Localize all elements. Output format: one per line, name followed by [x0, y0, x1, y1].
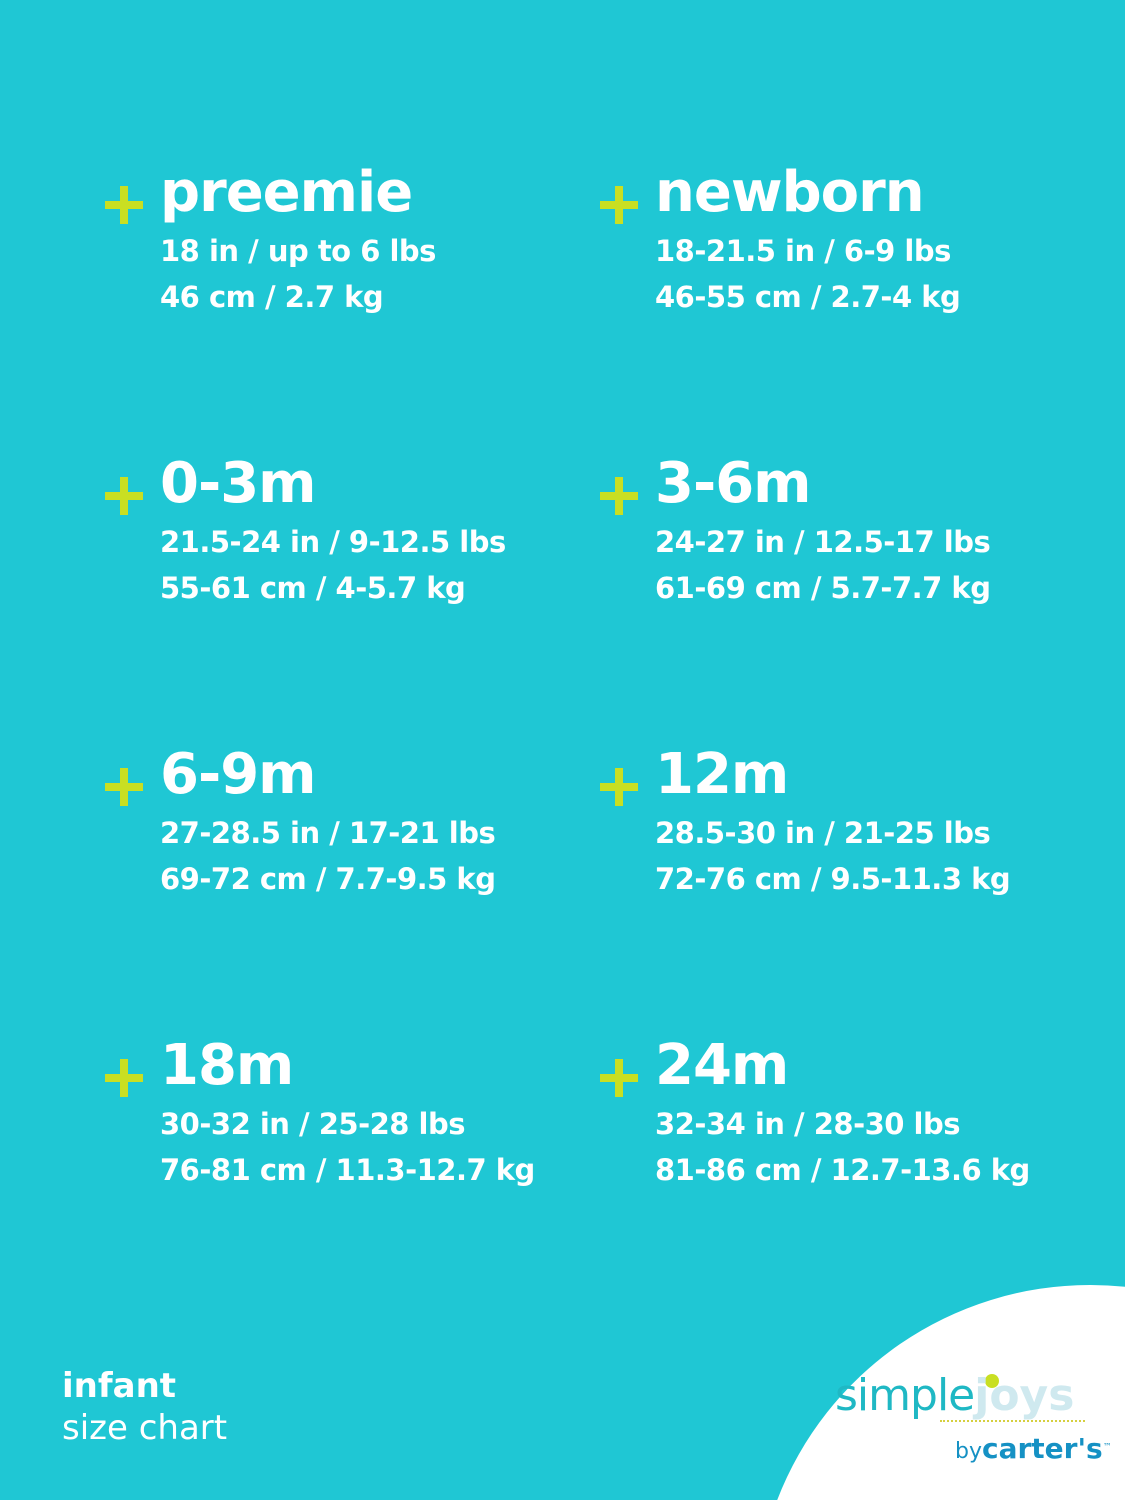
size-label: newborn — [655, 160, 925, 225]
size-label: 6-9m — [160, 742, 317, 807]
size-label: 3-6m — [655, 451, 812, 516]
size-label: 0-3m — [160, 451, 317, 516]
size-label: 24m — [655, 1033, 789, 1098]
chart-caption: infant size chart — [62, 1366, 227, 1450]
size-metric: 46 cm / 2.7 kg — [160, 280, 384, 314]
logo-badge — [777, 1285, 1125, 1500]
size-metric: 76-81 cm / 11.3-12.7 kg — [160, 1153, 535, 1187]
plus-icon — [105, 477, 143, 515]
logo-by-carters: bycarter's™ — [955, 1432, 1112, 1465]
size-imperial: 28.5-30 in / 21-25 lbs — [655, 816, 991, 850]
plus-icon — [600, 477, 638, 515]
plus-icon — [600, 768, 638, 806]
logo-tm: ™ — [1102, 1442, 1112, 1453]
logo-dots — [940, 1420, 1085, 1422]
logo-simple: simple — [835, 1370, 975, 1421]
size-metric: 81-86 cm / 12.7-13.6 kg — [655, 1153, 1030, 1187]
size-metric: 46-55 cm / 2.7-4 kg — [655, 280, 961, 314]
size-label: preemie — [160, 160, 413, 225]
size-imperial: 30-32 in / 25-28 lbs — [160, 1107, 466, 1141]
size-imperial: 21.5-24 in / 9-12.5 lbs — [160, 525, 506, 559]
plus-icon — [105, 768, 143, 806]
logo-dot — [985, 1374, 999, 1388]
size-imperial: 32-34 in / 28-30 lbs — [655, 1107, 961, 1141]
size-metric: 69-72 cm / 7.7-9.5 kg — [160, 862, 496, 896]
size-label: 18m — [160, 1033, 294, 1098]
logo-by: by — [955, 1439, 982, 1464]
plus-icon — [105, 186, 143, 224]
simple-joys-logo: simplejoys — [835, 1370, 1074, 1421]
plus-icon — [600, 186, 638, 224]
size-label: 12m — [655, 742, 789, 807]
caption-size-chart: size chart — [62, 1408, 228, 1448]
logo-brand: carter's — [981, 1432, 1103, 1465]
plus-icon — [600, 1059, 638, 1097]
logo-joys: joys — [974, 1370, 1075, 1421]
size-imperial: 18-21.5 in / 6-9 lbs — [655, 234, 951, 268]
size-imperial: 24-27 in / 12.5-17 lbs — [655, 525, 991, 559]
size-metric: 61-69 cm / 5.7-7.7 kg — [655, 571, 991, 605]
size-imperial: 27-28.5 in / 17-21 lbs — [160, 816, 496, 850]
size-imperial: 18 in / up to 6 lbs — [160, 234, 436, 268]
caption-infant: infant — [62, 1366, 177, 1406]
size-metric: 72-76 cm / 9.5-11.3 kg — [655, 862, 1011, 896]
plus-icon — [105, 1059, 143, 1097]
size-metric: 55-61 cm / 4-5.7 kg — [160, 571, 466, 605]
